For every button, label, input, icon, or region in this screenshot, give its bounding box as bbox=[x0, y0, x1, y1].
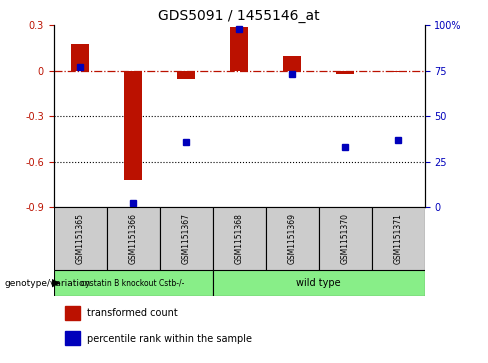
Text: percentile rank within the sample: percentile rank within the sample bbox=[87, 334, 252, 344]
Bar bbox=[160, 207, 213, 270]
Bar bbox=[65, 306, 80, 320]
Text: GSM1151365: GSM1151365 bbox=[76, 213, 85, 264]
Bar bbox=[71, 44, 89, 71]
Text: transformed count: transformed count bbox=[87, 308, 178, 318]
Bar bbox=[107, 207, 160, 270]
Title: GDS5091 / 1455146_at: GDS5091 / 1455146_at bbox=[158, 9, 320, 23]
Bar bbox=[389, 71, 407, 72]
Bar bbox=[54, 270, 213, 296]
Text: GSM1151368: GSM1151368 bbox=[235, 213, 244, 264]
Bar bbox=[213, 270, 425, 296]
Text: wild type: wild type bbox=[296, 278, 341, 288]
Text: GSM1151371: GSM1151371 bbox=[393, 213, 403, 264]
Text: cystatin B knockout Cstb-/-: cystatin B knockout Cstb-/- bbox=[81, 279, 185, 287]
Bar bbox=[336, 71, 354, 74]
Text: GSM1151367: GSM1151367 bbox=[182, 213, 191, 264]
Text: GSM1151370: GSM1151370 bbox=[341, 213, 349, 264]
Bar bbox=[319, 207, 371, 270]
Bar bbox=[265, 207, 319, 270]
Bar bbox=[177, 71, 195, 79]
Bar bbox=[230, 27, 248, 71]
Bar bbox=[124, 71, 142, 180]
Text: ▶: ▶ bbox=[52, 278, 61, 288]
Bar bbox=[371, 207, 425, 270]
Text: GSM1151369: GSM1151369 bbox=[287, 213, 297, 264]
Bar bbox=[65, 331, 80, 345]
Bar bbox=[283, 56, 302, 71]
Text: GSM1151366: GSM1151366 bbox=[129, 213, 138, 264]
Text: genotype/variation: genotype/variation bbox=[5, 279, 91, 287]
Bar bbox=[54, 207, 107, 270]
Bar bbox=[213, 207, 265, 270]
